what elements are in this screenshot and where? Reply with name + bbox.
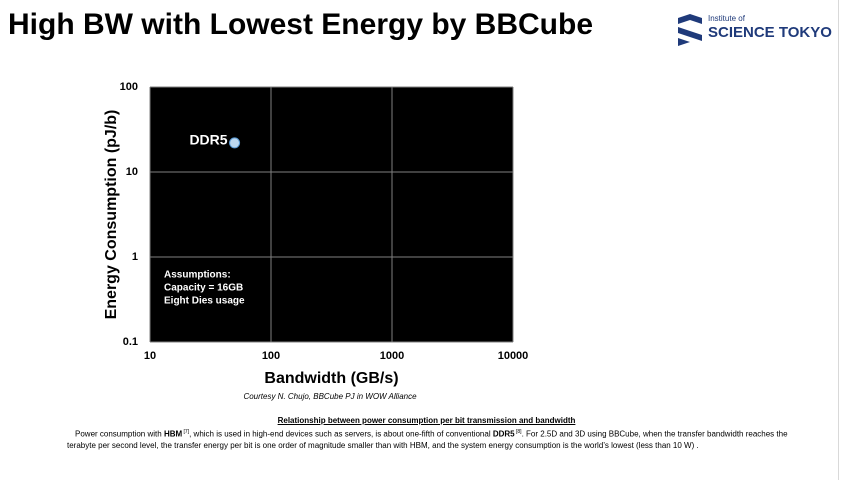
slide-edge — [838, 0, 839, 480]
x-tick-label: 10000 — [498, 350, 529, 362]
logo-line: SCIENCE TOKYO — [708, 24, 832, 41]
annotation: Assumptions: — [164, 270, 231, 281]
y-axis-label: Energy Consumption (pJ/b) — [103, 110, 120, 320]
y-tick-label: 1 — [132, 251, 138, 263]
y-tick-label: 0.1 — [123, 336, 138, 348]
caption-text: DDR5 — [492, 429, 515, 439]
point-label: DDR5 — [189, 132, 227, 148]
x-tick-label: 100 — [262, 350, 280, 362]
caption-ref: [7] — [182, 429, 190, 435]
x-axis-label: Bandwidth (GB/s) — [264, 370, 398, 387]
caption-text: , which is used in high-end devices such… — [189, 429, 493, 439]
slide-title: High BW with Lowest Energy by BBCube — [8, 8, 594, 41]
logo-line: Institute of — [708, 14, 745, 23]
data-point — [229, 137, 241, 149]
plot-area — [150, 87, 513, 342]
logo-icon — [678, 14, 702, 46]
caption-text: HBM — [163, 429, 183, 439]
y-tick-label: 10 — [126, 166, 138, 178]
annotation: Eight Dies usage — [164, 296, 245, 307]
y-tick-label: 100 — [120, 81, 138, 93]
annotation: Capacity = 16GB — [164, 283, 243, 294]
caption-body: Power consumption with HBM [7], which is… — [67, 427, 797, 451]
caption-ref: [8] — [514, 429, 522, 435]
caption-text: Power consumption with — [75, 429, 164, 439]
x-tick-label: 10 — [144, 350, 156, 362]
logo: Institute of SCIENCE TOKYO — [676, 14, 836, 48]
caption-text: . For 2.5D and 3D using BBCube, when the… — [67, 429, 788, 450]
credit: Courtesy N. Chujo, BBCube PJ in WOW Alli… — [243, 392, 417, 401]
caption-title: Relationship between power consumption p… — [277, 416, 576, 425]
x-tick-label: 1000 — [380, 350, 404, 362]
